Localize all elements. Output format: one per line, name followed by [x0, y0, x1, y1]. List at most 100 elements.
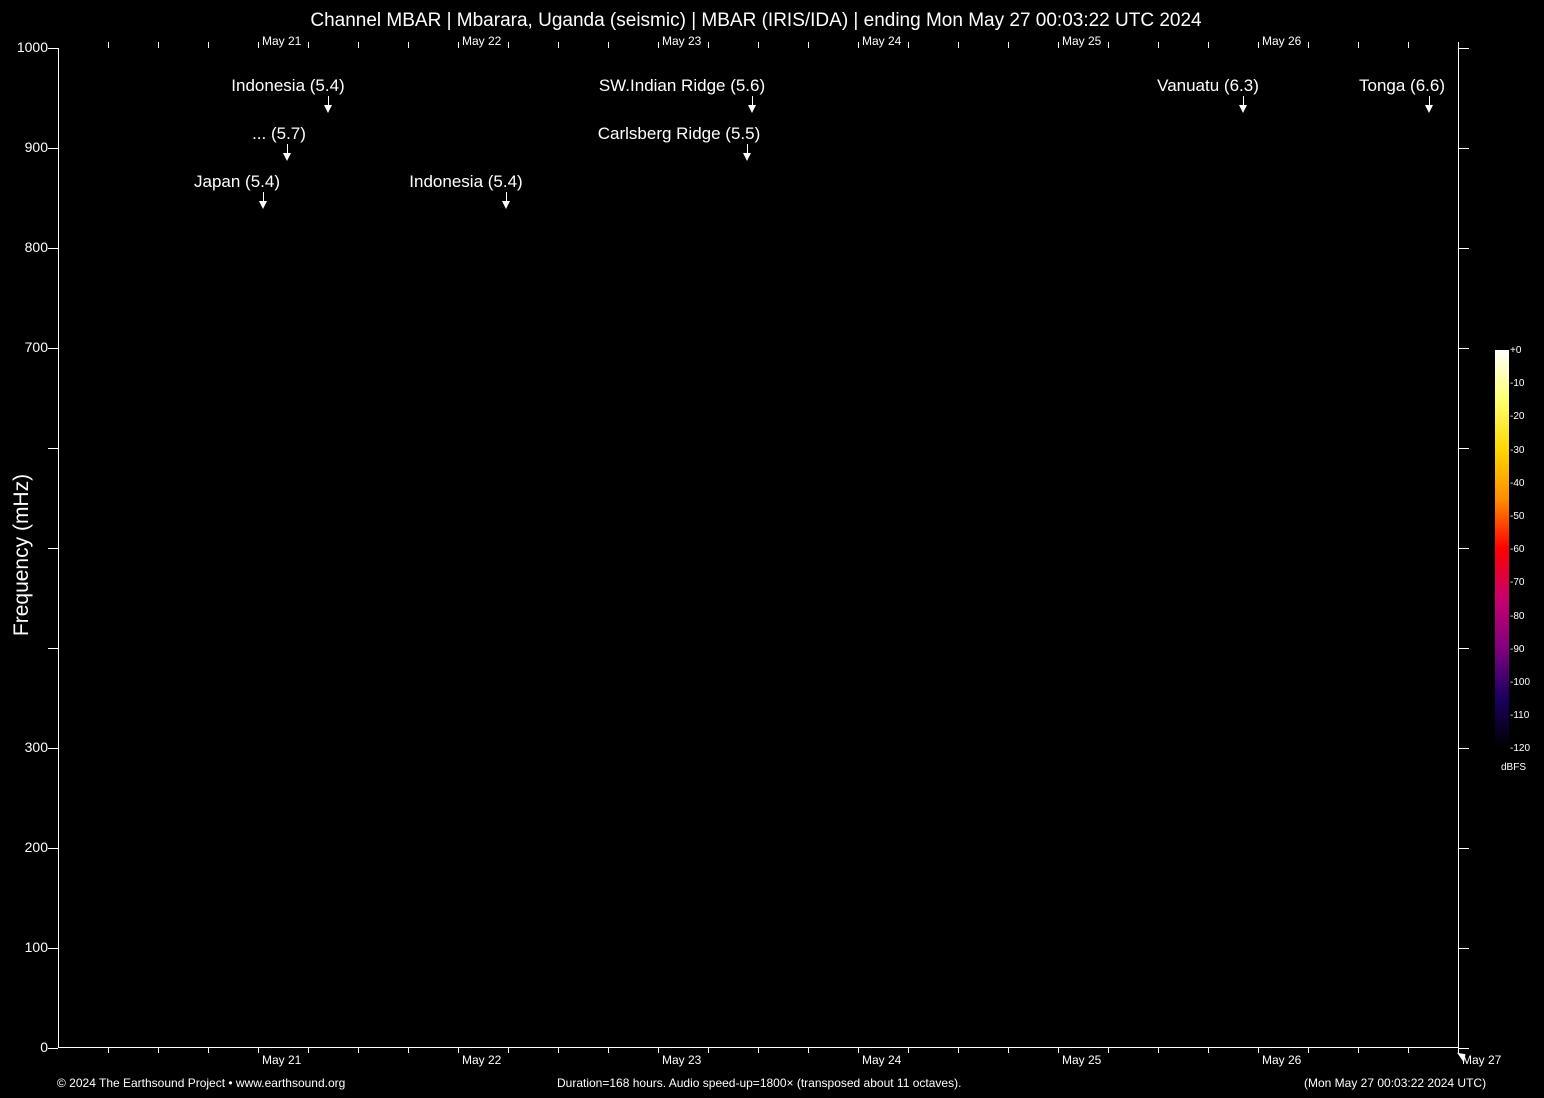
event-arrow-icon [748, 105, 756, 113]
y-tick [48, 348, 58, 349]
event-arrow-stem [1243, 96, 1244, 106]
top-x-tick [558, 42, 559, 48]
event-arrow-icon [283, 153, 291, 161]
x-tick [508, 1048, 509, 1053]
event-arrow-icon [1425, 105, 1433, 113]
x-tick [558, 1048, 559, 1053]
top-x-tick [1458, 42, 1459, 48]
y-tick-right [1459, 448, 1469, 449]
event-arrow-stem [752, 96, 753, 106]
top-x-tick [708, 42, 709, 48]
top-x-tick [808, 42, 809, 48]
x-tick-label: May 27 [1462, 1053, 1502, 1067]
x-tick [108, 1048, 109, 1053]
footer-timestamp: (Mon May 27 00:03:22 2024 UTC) [1304, 1076, 1487, 1090]
event-arrow-stem [506, 192, 507, 202]
y-tick-label: 100 [24, 939, 48, 955]
y-tick-right [1459, 1048, 1469, 1049]
footer-duration: Duration=168 hours. Audio speed-up=1800×… [557, 1076, 962, 1090]
colorbar-tick-label: -80 [1510, 610, 1525, 622]
y-tick-label: 300 [24, 739, 48, 755]
event-arrow-icon [502, 201, 510, 209]
y-tick-right [1459, 648, 1469, 649]
x-tick [358, 1048, 359, 1053]
colorbar-tick-label: +0 [1510, 345, 1522, 356]
x-tick-label: May 24 [862, 1053, 902, 1067]
y-tick-right [1459, 148, 1469, 149]
x-tick [258, 1048, 259, 1053]
top-x-tick-label: May 24 [862, 34, 902, 48]
colorbar [1495, 350, 1509, 748]
top-x-tick [858, 42, 859, 48]
y-axis-title: Frequency (mHz) [10, 473, 33, 637]
x-tick [708, 1048, 709, 1053]
event-label: Vanuatu (6.3) [1157, 76, 1259, 95]
top-x-tick [308, 42, 309, 48]
top-x-tick [408, 42, 409, 48]
top-x-tick [908, 42, 909, 48]
top-x-tick-label: May 23 [662, 34, 702, 48]
event-arrow-stem [747, 144, 748, 154]
top-x-tick [1358, 42, 1359, 48]
y-tick-right [1459, 48, 1469, 49]
chart-title: Channel MBAR | Mbarara, Uganda (seismic)… [310, 10, 1202, 31]
top-x-tick [1408, 42, 1409, 48]
top-x-tick [1058, 42, 1059, 48]
event-arrow-stem [287, 144, 288, 154]
x-tick-label: May 21 [262, 1053, 302, 1067]
event-arrow-icon [743, 153, 751, 161]
footer-copyright: © 2024 The Earthsound Project • www.eart… [57, 1076, 346, 1090]
x-tick [1008, 1048, 1009, 1053]
top-x-tick [108, 42, 109, 48]
top-x-tick [1208, 42, 1209, 48]
top-x-tick [1158, 42, 1159, 48]
event-label: ... (5.7) [252, 124, 306, 143]
colorbar-tick-label: -10 [1510, 378, 1525, 390]
top-x-tick [358, 42, 359, 48]
top-x-tick-label: May 25 [1062, 34, 1102, 48]
x-tick-label: May 25 [1062, 1053, 1102, 1067]
x-tick [758, 1048, 759, 1053]
top-x-tick-label: May 26 [1262, 34, 1302, 48]
colorbar-tick-label: -110 [1510, 710, 1530, 722]
colorbar-tick-label: -70 [1510, 577, 1525, 589]
colorbar-tick-label: -60 [1510, 544, 1525, 556]
y-tick [48, 1048, 58, 1049]
top-x-tick [658, 42, 659, 48]
x-tick [858, 1048, 859, 1053]
y-tick [48, 248, 58, 249]
colorbar-tick-label: -120 [1510, 743, 1531, 755]
y-tick [48, 748, 58, 749]
event-arrow-icon [259, 201, 267, 209]
y-tick-right [1459, 248, 1469, 249]
x-tick [208, 1048, 209, 1053]
y-tick [48, 848, 58, 849]
y-tick-label: 800 [24, 239, 48, 255]
colorbar-tick-label: -20 [1510, 411, 1525, 423]
colorbar-tick-label: -100 [1510, 677, 1531, 688]
x-tick [1358, 1048, 1359, 1053]
y-tick [48, 448, 58, 449]
y-tick-right [1459, 848, 1469, 849]
x-tick [608, 1048, 609, 1053]
y-tick-label: 200 [24, 839, 48, 855]
x-tick [458, 1048, 459, 1053]
event-label: Tonga (6.6) [1359, 76, 1445, 95]
spectrogram-plot-area [58, 48, 1459, 1048]
x-tick [1058, 1048, 1059, 1053]
event-arrow-stem [263, 192, 264, 202]
y-tick-label: 1000 [16, 39, 48, 55]
event-label: Carlsberg Ridge (5.5) [597, 124, 761, 143]
y-tick-label: 700 [24, 339, 48, 355]
y-tick-right [1459, 748, 1469, 749]
x-tick [1308, 1048, 1309, 1053]
y-tick-label: 900 [24, 139, 48, 155]
x-tick [808, 1048, 809, 1053]
x-tick [1458, 1048, 1459, 1053]
top-x-tick-label: May 21 [262, 34, 302, 48]
x-tick [658, 1048, 659, 1053]
top-x-tick [258, 42, 259, 48]
top-x-tick [1108, 42, 1109, 48]
top-x-tick [158, 42, 159, 48]
y-tick-right [1459, 948, 1469, 949]
